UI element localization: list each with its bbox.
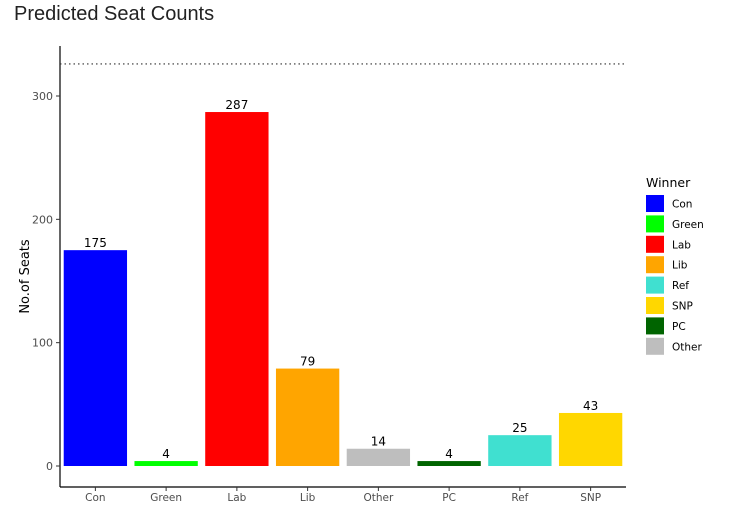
x-tick-label: Other (363, 492, 393, 504)
x-tick-label: PC (442, 492, 456, 504)
x-tick-label: Ref (511, 492, 528, 504)
data-label: 4 (445, 447, 453, 461)
x-tick-label: Lib (300, 492, 316, 504)
legend-swatch (646, 276, 664, 294)
y-axis-title: No.of Seats (18, 239, 33, 314)
x-tick-label: SNP (580, 492, 601, 504)
legend-swatch (646, 235, 664, 253)
data-label: 287 (225, 98, 248, 112)
legend: Winner Con Green Lab Lib Ref SNP PC Other (646, 175, 704, 355)
legend-swatch (646, 195, 664, 212)
bar-pc (417, 461, 481, 466)
legend-label: SNP (672, 301, 693, 313)
legend-swatch (646, 317, 664, 335)
data-label: 43 (583, 399, 598, 413)
data-label: 25 (512, 421, 527, 435)
bar-ref (488, 435, 552, 466)
bar-lab (205, 112, 269, 467)
data-label: 4 (162, 447, 170, 461)
legend-label: Ref (672, 280, 689, 292)
x-tick-label: Green (150, 492, 182, 504)
y-tick-label: 100 (32, 337, 53, 350)
data-label: 79 (300, 355, 315, 369)
legend-swatch (646, 297, 664, 314)
legend-label: Lib (672, 260, 688, 272)
legend-label: Lab (672, 239, 691, 251)
x-tick-label: Lab (227, 492, 246, 504)
plot-area: 0 100 200 300 No.of Seats 175 Con 4 Green 287 Lab 7… (18, 46, 626, 504)
legend-swatch (646, 256, 664, 274)
legend-label: PC (672, 321, 686, 333)
data-label: 14 (371, 435, 386, 449)
bar-green (134, 461, 198, 466)
legend-label: Other (672, 341, 702, 353)
bar-lib (275, 368, 340, 466)
y-tick-label: 200 (32, 213, 53, 226)
legend-swatch (646, 215, 664, 233)
y-tick-label: 0 (46, 460, 53, 473)
bar-other (346, 448, 411, 466)
y-tick-label: 300 (32, 90, 53, 103)
legend-label: Con (672, 199, 692, 211)
x-tick-label: Con (85, 492, 105, 504)
chart-title: Predicted Seat Counts (14, 3, 215, 25)
data-label: 175 (84, 236, 107, 250)
legend-title: Winner (646, 175, 691, 190)
legend-label: Green (672, 219, 704, 231)
bar-con (63, 250, 128, 466)
legend-swatch (646, 337, 664, 355)
bar-snp (558, 412, 623, 466)
